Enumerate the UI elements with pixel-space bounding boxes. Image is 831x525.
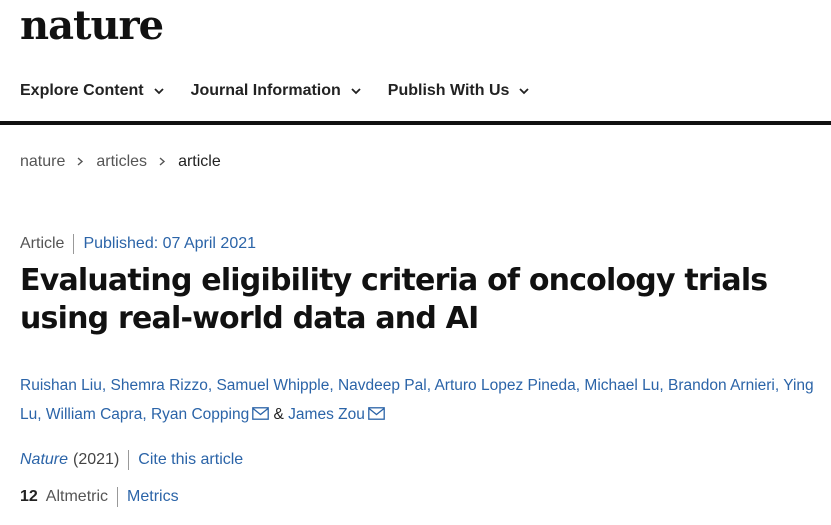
published-date: Published: 07 April 2021 bbox=[83, 235, 257, 252]
author-name[interactable]: Samuel Whipple bbox=[216, 377, 330, 394]
author-name[interactable]: James Zou bbox=[288, 406, 365, 423]
chevron-down-icon bbox=[153, 88, 164, 95]
citation-row: Nature (2021) Cite this article bbox=[20, 450, 243, 470]
breadcrumb: nature articles article bbox=[20, 153, 221, 171]
breadcrumb-article: article bbox=[178, 153, 221, 170]
metrics-row: 12 Altmetric Metrics bbox=[20, 487, 179, 507]
altmetric-count: 12 bbox=[20, 488, 38, 505]
author-name[interactable]: Ryan Copping bbox=[150, 406, 250, 423]
publication-year: (2021) bbox=[73, 451, 120, 468]
breadcrumb-nature[interactable]: nature bbox=[20, 153, 66, 170]
mail-icon[interactable] bbox=[252, 407, 270, 420]
nav-item-label: Journal Information bbox=[190, 82, 341, 99]
divider bbox=[73, 234, 75, 254]
article-title: Evaluating eligibility criteria of oncol… bbox=[20, 263, 768, 336]
author-list: Ruishan Liu, Shemra Rizzo, Samuel Whippl… bbox=[20, 377, 814, 423]
main-nav: Explore Content Journal Information Publ… bbox=[20, 80, 556, 102]
chevron-down-icon bbox=[519, 88, 530, 95]
divider bbox=[117, 487, 119, 507]
nature-logo[interactable]: nature bbox=[20, 2, 164, 49]
author-name[interactable]: Arturo Lopez Pineda bbox=[434, 377, 576, 394]
author-name[interactable]: Navdeep Pal bbox=[337, 377, 427, 394]
mail-icon[interactable] bbox=[367, 407, 385, 420]
journal-name[interactable]: Nature bbox=[20, 451, 69, 468]
breadcrumb-articles[interactable]: articles bbox=[96, 153, 148, 170]
article-meta: Article Published: 07 April 2021 bbox=[20, 234, 256, 254]
nav-publish-with-us[interactable]: Publish With Us bbox=[388, 82, 531, 100]
chevron-right-icon bbox=[159, 156, 166, 166]
author-name[interactable]: William Capra bbox=[45, 406, 143, 423]
author-name[interactable]: Ying Lu bbox=[20, 377, 814, 423]
and-symbol: & bbox=[273, 406, 284, 423]
nav-explore-content[interactable]: Explore Content bbox=[20, 82, 165, 100]
cite-article-link[interactable]: Cite this article bbox=[138, 451, 244, 468]
nav-journal-information[interactable]: Journal Information bbox=[191, 82, 362, 100]
author-name[interactable]: Michael Lu bbox=[584, 377, 660, 394]
nav-item-label: Publish With Us bbox=[387, 82, 510, 99]
chevron-down-icon bbox=[351, 88, 361, 95]
nav-divider bbox=[0, 121, 831, 125]
metrics-link[interactable]: Metrics bbox=[127, 488, 179, 505]
altmetric-label: Altmetric bbox=[45, 488, 109, 505]
author-name[interactable]: Brandon Arnieri bbox=[668, 377, 775, 394]
chevron-right-icon bbox=[77, 156, 84, 166]
nav-item-label: Explore Content bbox=[20, 82, 144, 99]
author-name[interactable]: Ruishan Liu bbox=[20, 377, 102, 394]
divider bbox=[128, 450, 130, 470]
article-type: Article bbox=[20, 235, 65, 252]
author-name[interactable]: Shemra Rizzo bbox=[110, 377, 208, 394]
